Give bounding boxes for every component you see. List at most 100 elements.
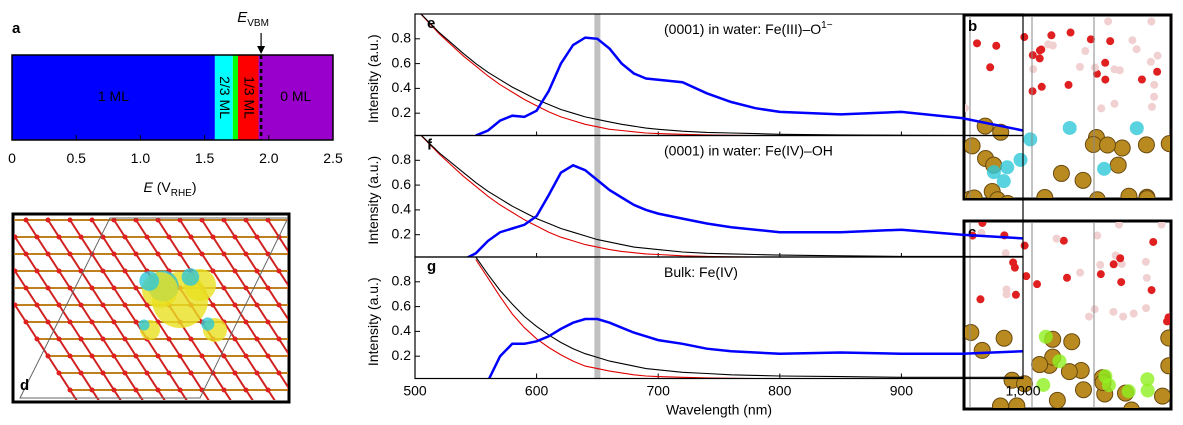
atom: [1142, 304, 1151, 313]
x-tick-label: 700: [647, 383, 671, 399]
panel-label: c: [968, 224, 976, 241]
atom: [1114, 222, 1123, 229]
bond: [245, 219, 258, 238]
atom: [1029, 65, 1038, 74]
atom: [177, 217, 183, 223]
atom: [254, 302, 260, 308]
annotation-text: (0001) in water: Fe(IV)–OH: [664, 143, 833, 159]
spectrum-line: [420, 135, 1023, 257]
atom: [1106, 37, 1115, 46]
bond: [290, 356, 301, 373]
vbm-arrowhead: [257, 46, 266, 54]
atom: [232, 302, 238, 308]
atom: [1097, 104, 1106, 113]
atom: [1092, 69, 1101, 78]
atom: [1011, 290, 1020, 299]
atom: [1099, 136, 1117, 154]
bond: [69, 287, 82, 306]
orbital: [1129, 121, 1144, 136]
bond: [168, 338, 181, 357]
atom: [398, 388, 403, 393]
bond: [113, 287, 126, 306]
y-tick-label: 0.6: [392, 176, 412, 192]
atom: [210, 268, 216, 274]
atom: [287, 252, 288, 256]
bond: [135, 355, 148, 374]
y-tick-label: 0.2: [392, 347, 412, 363]
bond: [389, 407, 400, 424]
atom: [321, 371, 326, 376]
bond: [312, 356, 323, 373]
bond: [201, 219, 214, 238]
atom: [155, 217, 161, 223]
highlight-band: [594, 14, 601, 136]
atom: [310, 388, 315, 393]
atom: [100, 302, 106, 308]
bond: [223, 219, 236, 238]
annotation: (0001) in water: Fe(III)–O1−: [664, 20, 833, 37]
bond: [278, 372, 288, 389]
y-axis-label: Intensity (a.u.): [365, 156, 381, 245]
atom: [1008, 397, 1026, 408]
bond: [0, 237, 4, 254]
bond: [0, 271, 4, 288]
bond: [80, 270, 93, 289]
bond: [25, 253, 38, 272]
y-tick-label: 0.4: [392, 79, 412, 95]
atom: [167, 405, 172, 410]
atom: [232, 370, 238, 376]
atom: [255, 405, 260, 410]
atom: [299, 235, 304, 240]
atom: [1147, 102, 1156, 111]
y-tick-label: 0.4: [392, 201, 412, 217]
bond: [323, 407, 334, 424]
x-tick-label: 0: [8, 150, 16, 166]
atom: [1084, 136, 1102, 154]
y-tick-label: 0.8: [392, 29, 412, 45]
spectrum-line: [420, 14, 1023, 136]
bond: [312, 390, 323, 407]
atom: [45, 353, 51, 359]
atom: [310, 286, 315, 291]
bond: [58, 236, 71, 255]
atom: [1132, 45, 1141, 54]
atom: [265, 319, 271, 325]
atom: [78, 302, 84, 308]
bond: [234, 304, 247, 323]
atom: [67, 387, 73, 393]
bond: [201, 389, 210, 400]
atom: [1116, 254, 1125, 263]
bond: [256, 304, 269, 323]
atom: [332, 286, 337, 291]
atom: [188, 336, 194, 342]
atom: [321, 405, 326, 410]
x-axis-label: Wavelength (nm): [666, 402, 772, 418]
atom: [287, 354, 288, 358]
bond: [223, 287, 236, 306]
atom: [287, 320, 288, 324]
atom: [122, 234, 128, 240]
annotation-text: Bulk: Fe(IV): [664, 264, 738, 280]
bond: [212, 270, 225, 289]
bond: [290, 322, 301, 339]
bond: [168, 372, 181, 391]
bond: [25, 321, 38, 340]
bond: [157, 219, 170, 238]
atom: [100, 234, 106, 240]
atom: [1137, 136, 1155, 154]
bond: [135, 219, 148, 238]
bond: [169, 407, 180, 424]
atom: [34, 268, 40, 274]
atom: [221, 353, 227, 359]
atom: [310, 354, 315, 359]
atom: [1022, 272, 1031, 281]
segment-label: 1/3 ML: [242, 76, 258, 119]
atom: [287, 286, 288, 290]
atom: [1074, 381, 1092, 399]
panel-label: b: [968, 18, 977, 35]
atom: [1074, 171, 1092, 189]
bond: [91, 321, 104, 340]
atom: [1075, 62, 1084, 71]
bond: [36, 236, 49, 255]
atom: [210, 302, 216, 308]
